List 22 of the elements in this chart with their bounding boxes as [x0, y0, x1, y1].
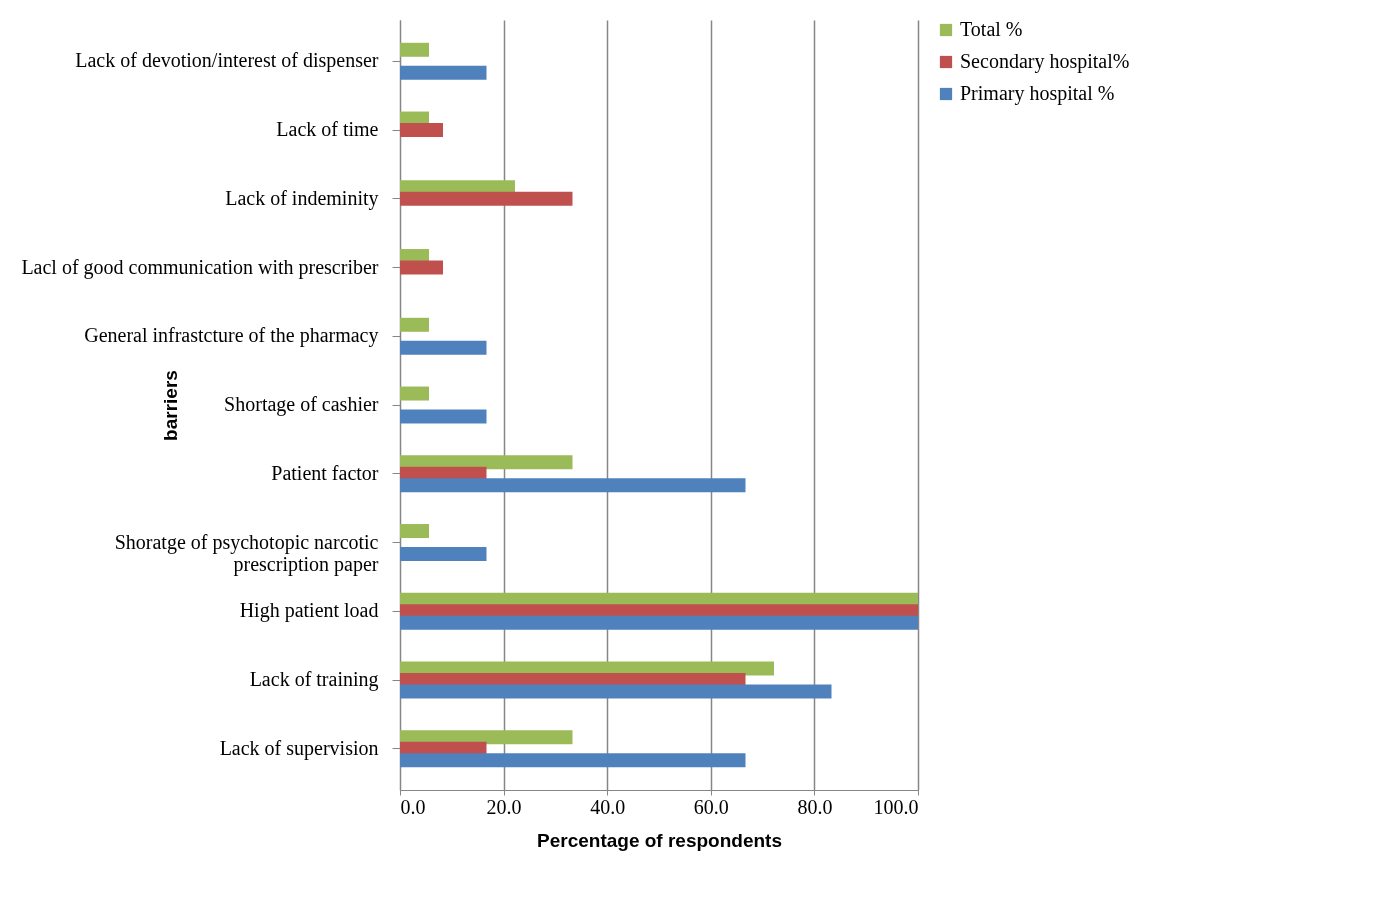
y-tick-label: Lack of training: [249, 668, 379, 691]
x-tick-label: 100.0: [873, 795, 919, 818]
legend-label: Total %: [960, 18, 1023, 40]
y-tick-label: Lacl of good communication with prescriber: [21, 255, 379, 279]
y-tick-label: Lack of indeminity: [225, 186, 379, 210]
x-tick-label: 40.0: [590, 795, 626, 818]
y-tick-label: Lack of devotion/interest of dispenser: [75, 49, 379, 73]
legend-label: Primary hospital %: [960, 82, 1115, 105]
legend-label: Secondary hospital%: [960, 50, 1130, 73]
x-tick-label: 80.0: [797, 795, 833, 818]
y-tick-label: Shoratge of psychotopic narcotic prescription paper: [114, 530, 379, 576]
y-axis-title: barriers: [159, 370, 181, 441]
y-tick-label: General infrastcture of the pharmacy: [84, 324, 379, 348]
x-tick-label: 60.0: [693, 795, 729, 818]
y-tick-label: High patient load: [239, 599, 379, 623]
y-tick-label: Shortage of cashier: [224, 393, 379, 416]
x-tick-label: 20.0: [486, 795, 522, 818]
x-tick-label: 0.0: [400, 795, 426, 818]
x-axis-title: Percentage of respondents: [537, 829, 782, 851]
y-tick-label: Lack of time: [276, 118, 379, 140]
y-tick-label: Lack of supervision: [219, 736, 379, 760]
y-tick-label: Patient factor: [271, 461, 379, 484]
